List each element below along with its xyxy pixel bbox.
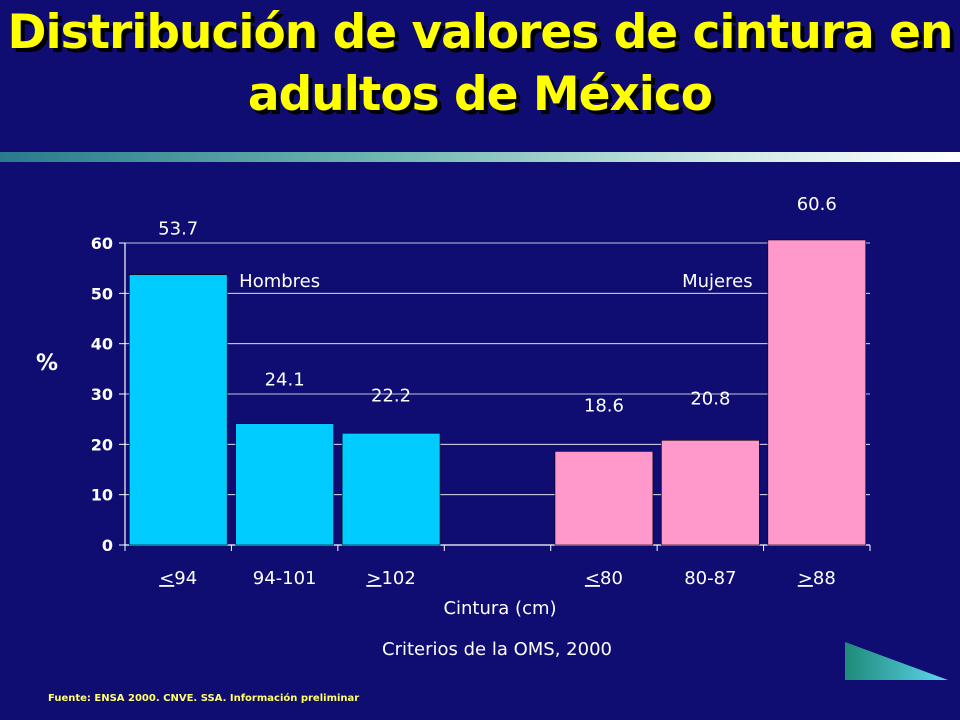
x-tick-label: 80-87 (684, 568, 736, 589)
x-tick-label: >88 (798, 568, 836, 589)
x-tick-label: <80 (585, 568, 623, 589)
y-tick-label: 0 (102, 536, 113, 555)
bar-hombres-2 (341, 432, 441, 546)
y-tick-label: 30 (91, 385, 113, 404)
bar-hombres-0 (128, 274, 228, 546)
x-tick-text: 88 (813, 568, 836, 589)
y-tick-label: 60 (91, 234, 113, 253)
bar-value-label: 24.1 (265, 370, 305, 391)
bar-value-label: 18.6 (584, 395, 624, 416)
x-tick-text: 102 (381, 568, 415, 589)
y-tick-label: 50 (91, 284, 113, 303)
x-tick-text: 80-87 (684, 568, 736, 589)
bar-value-label: 20.8 (690, 388, 730, 409)
slide-title: Distribución de valores de cintura en ad… (7, 5, 954, 122)
y-axis-title: % (36, 351, 58, 376)
x-tick-text: 94-101 (253, 568, 317, 589)
bar-value-label: 60.6 (797, 194, 837, 215)
group-label-hombres: Hombres (239, 271, 320, 292)
corner-decoration (845, 642, 948, 680)
bar-chart: 0 10 20 30 40 50 60 53.7 24.1 22.2 18.6 20.8 60.6 <… (36, 194, 871, 660)
y-tick-label: 20 (91, 435, 113, 454)
x-tick-label: 94-101 (253, 568, 317, 589)
x-tick-text: 80 (600, 568, 623, 589)
bar-mujeres-2 (767, 239, 867, 546)
x-axis-title: Cintura (cm) (443, 598, 556, 619)
bar-value-label: 53.7 (158, 219, 198, 240)
x-tick-text: 94 (174, 568, 197, 589)
y-tick-labels: 0 10 20 30 40 50 60 (91, 234, 113, 555)
bar-value-label: 22.2 (371, 385, 411, 406)
x-tick-prefix: < (159, 568, 174, 589)
x-tick-prefix: > (366, 568, 381, 589)
group-labels: Hombres Mujeres (239, 271, 752, 292)
x-tick-label: <94 (159, 568, 197, 589)
x-tick-prefix: > (798, 568, 813, 589)
group-label-mujeres: Mujeres (682, 271, 752, 292)
x-tick-labels: <94 94-101 >102 <80 80-87 >88 (159, 568, 836, 589)
bar-mujeres-1 (661, 440, 760, 546)
y-tick-label: 10 (91, 486, 113, 505)
bar-value-labels: 53.7 24.1 22.2 18.6 20.8 60.6 (158, 194, 837, 416)
chart-subtitle: Criterios de la OMS, 2000 (382, 639, 612, 660)
bar-hombres-1 (235, 423, 334, 546)
bar-mujeres-0 (554, 451, 654, 546)
source-note: Fuente: ENSA 2000. CNVE. SSA. Informació… (48, 693, 360, 704)
x-tick-label: >102 (366, 568, 415, 589)
x-tick-prefix: < (585, 568, 600, 589)
title-underline (0, 152, 960, 162)
y-tick-label: 40 (91, 335, 113, 354)
bars (128, 239, 867, 546)
